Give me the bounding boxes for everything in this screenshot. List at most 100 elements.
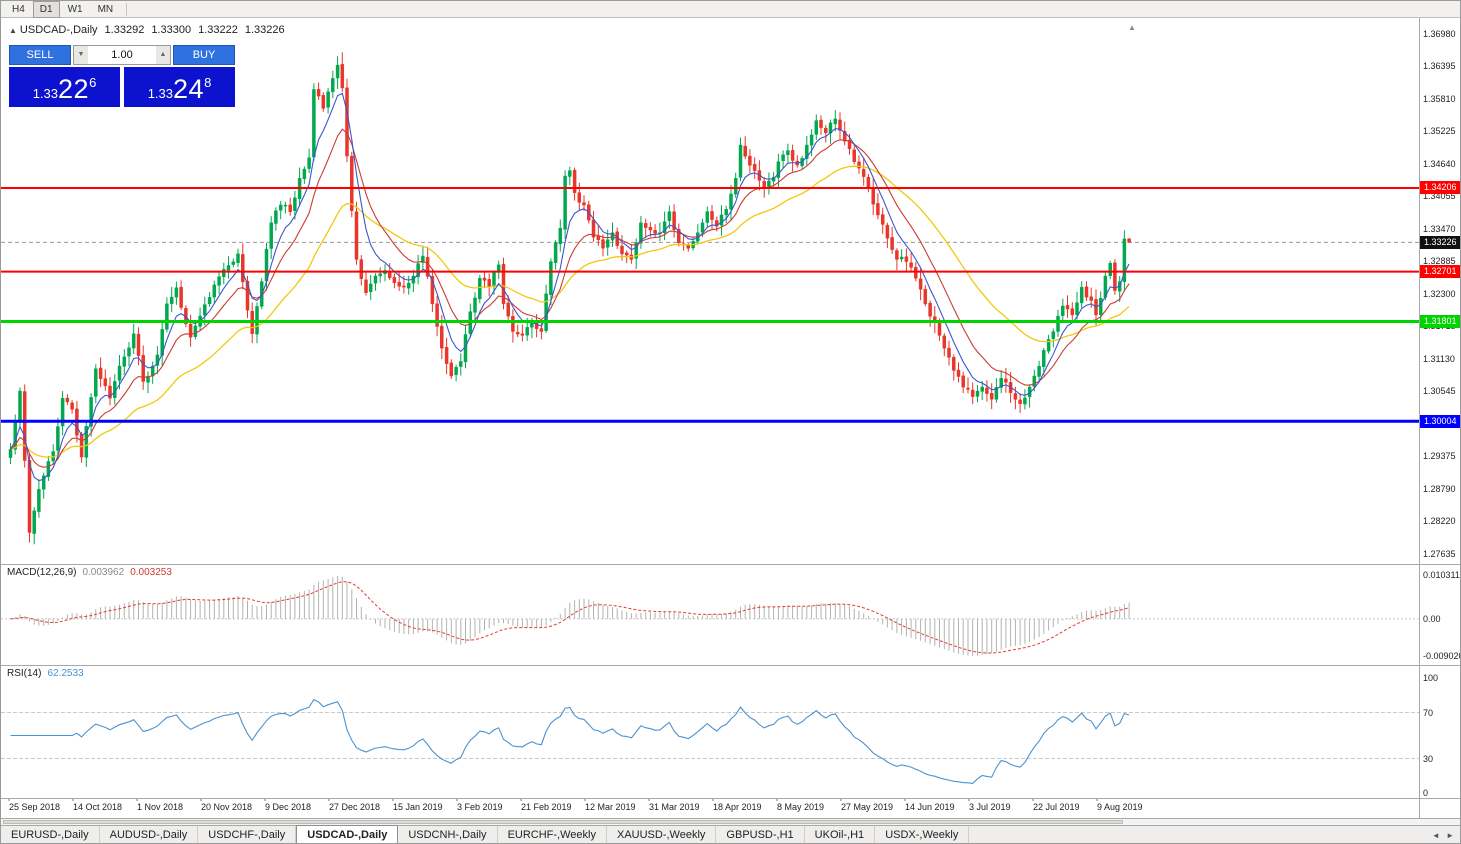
macd-axis-label: -0.0090203 — [1423, 651, 1460, 661]
buy-button[interactable]: BUY — [173, 45, 235, 65]
symbol-marker-icon: ▲ — [9, 26, 17, 35]
price-axis-label: 1.35810 — [1423, 94, 1456, 104]
date-axis-label: 9 Aug 2019 — [1097, 802, 1143, 812]
pane-separator-macd[interactable] — [1, 564, 1460, 565]
macd-header: MACD(12,26,9) 0.003962 0.003253 — [7, 567, 178, 578]
chart-hscrollbar-thumb[interactable] — [3, 820, 1123, 824]
ask-price-panel[interactable]: 1.33248 — [124, 67, 235, 107]
volume-field[interactable]: ▼ 1.00 ▲ — [73, 45, 171, 65]
period-button-d1[interactable]: D1 — [32, 1, 60, 18]
rsi-axis-label: 30 — [1423, 754, 1434, 764]
rsi-label: RSI(14) — [7, 668, 42, 679]
date-axis-label: 3 Feb 2019 — [457, 802, 503, 812]
tab-usdcad-daily[interactable]: USDCAD-,Daily — [296, 825, 399, 843]
tab-usdx-weekly[interactable]: USDX-,Weekly — [875, 826, 970, 843]
price-axis-label: 1.33470 — [1423, 224, 1456, 234]
rsi-value: 62.2533 — [47, 668, 84, 679]
main-chart-canvas[interactable] — [1, 1, 1419, 819]
bid-main-digits: 22 — [58, 74, 90, 104]
hline-price-tag: 1.34206 — [1420, 181, 1460, 194]
period-button-h4[interactable]: H4 — [12, 3, 25, 15]
price-axis-label: 1.30545 — [1423, 386, 1456, 396]
period-button-mn[interactable]: MN — [97, 3, 114, 15]
date-axis-label: 1 Nov 2018 — [137, 802, 184, 812]
rsi-header: RSI(14) 62.2533 — [7, 668, 90, 679]
macd-main-value: 0.003962 — [82, 567, 125, 578]
date-axis-label: 12 Mar 2019 — [585, 802, 636, 812]
macd-axis-label: 0.00 — [1423, 614, 1441, 624]
date-axis-label: 9 Dec 2018 — [265, 802, 312, 812]
rsi-axis-label: 100 — [1423, 673, 1439, 683]
date-axis-label: 27 May 2019 — [841, 802, 894, 812]
ohlc-low: 1.33222 — [198, 24, 238, 36]
date-axis-separator — [1, 798, 1460, 799]
macd-axis-label: 0.010311 — [1423, 570, 1460, 580]
ohlc-high: 1.33300 — [151, 24, 192, 36]
date-axis-label: 21 Feb 2019 — [521, 802, 572, 812]
hline-price-tag: 1.30004 — [1420, 415, 1460, 428]
price-axis-label: 1.36980 — [1423, 29, 1456, 39]
toolbar-separator — [126, 2, 128, 16]
date-axis-label: 8 May 2019 — [777, 802, 825, 812]
bid-price-panel[interactable]: 1.33226 — [9, 67, 120, 107]
price-axis-label: 1.34055 — [1423, 191, 1456, 201]
price-axis-label: 1.32885 — [1423, 256, 1456, 266]
chart-tab-bar: EURUSD-,Daily AUDUSD-,Daily USDCHF-,Daily U… — [1, 825, 1460, 843]
period-button-w1[interactable]: W1 — [67, 3, 83, 15]
date-axis-label: 31 Mar 2019 — [649, 802, 700, 812]
current-price-tag: 1.33226 — [1420, 236, 1460, 249]
date-axis-label: 18 Apr 2019 — [713, 802, 762, 812]
tab-gbpusd-h1[interactable]: GBPUSD-,H1 — [716, 826, 805, 843]
price-axis-label: 1.28220 — [1423, 516, 1456, 526]
tab-usdchf-daily[interactable]: USDCHF-,Daily — [198, 826, 297, 843]
rsi-axis-label: 70 — [1423, 708, 1434, 718]
tab-eurchf-weekly[interactable]: EURCHF-,Weekly — [498, 826, 607, 843]
rsi-axis-label: 0 — [1423, 788, 1429, 798]
volume-value[interactable]: 1.00 — [111, 49, 133, 61]
bid-pip-digit: 6 — [89, 75, 97, 90]
price-axis-separator[interactable] — [1419, 18, 1420, 818]
date-axis-label: 3 Jul 2019 — [969, 802, 1011, 812]
ask-main-digits: 24 — [173, 74, 205, 104]
symbol-title: USDCAD-,Daily — [19, 24, 98, 36]
price-axis-label: 1.28790 — [1423, 484, 1456, 494]
ohlc-open: 1.33292 — [104, 24, 145, 36]
date-axis-label: 20 Nov 2018 — [201, 802, 253, 812]
one-click-trade-panel: SELL ▼ 1.00 ▲ BUY 1.33226 1.33248 — [9, 45, 235, 107]
hline-price-tag: 1.31801 — [1420, 315, 1460, 328]
volume-down-button[interactable]: ▼ — [74, 46, 88, 64]
sell-button[interactable]: SELL — [9, 45, 71, 65]
date-axis-label: 25 Sep 2018 — [9, 802, 61, 812]
tab-eurusd-daily[interactable]: EURUSD-,Daily — [1, 826, 100, 843]
pane-separator-rsi[interactable] — [1, 665, 1460, 666]
volume-up-button[interactable]: ▲ — [156, 46, 170, 64]
tab-scroll-buttons: ◄ ► — [1420, 826, 1460, 843]
price-axis-label: 1.35225 — [1423, 126, 1456, 136]
tab-ukoil-h1[interactable]: UKOil-,H1 — [805, 826, 876, 843]
ohlc-close: 1.33226 — [244, 24, 285, 36]
price-axis-label: 1.29375 — [1423, 451, 1456, 461]
ask-pip-digit: 8 — [204, 75, 212, 90]
tab-scroll-right-icon[interactable]: ► — [1446, 831, 1454, 840]
date-axis-label: 22 Jul 2019 — [1033, 802, 1080, 812]
macd-signal-value: 0.003253 — [130, 567, 172, 578]
price-axis-label: 1.34640 — [1423, 159, 1456, 169]
chart-shift-marker-icon: ▲ — [1128, 23, 1136, 32]
tab-audusd-daily[interactable]: AUDUSD-,Daily — [100, 826, 199, 843]
tab-scroll-left-icon[interactable]: ◄ — [1431, 831, 1440, 840]
date-axis-label: 27 Dec 2018 — [329, 802, 381, 812]
bottom-separator — [1, 818, 1460, 819]
tab-xauusd-weekly[interactable]: XAUUSD-,Weekly — [607, 826, 717, 843]
date-axis-label: 15 Jan 2019 — [393, 802, 443, 812]
price-axis-label: 1.32300 — [1423, 289, 1456, 299]
tab-usdcnh-daily[interactable]: USDCNH-,Daily — [398, 826, 498, 843]
macd-label: MACD(12,26,9) — [7, 567, 77, 578]
date-axis-label: 14 Jun 2019 — [905, 802, 955, 812]
ask-prefix: 1.33 — [147, 86, 174, 101]
hline-price-tag: 1.32701 — [1420, 265, 1460, 278]
period-toolbar: H4 D1 W1 MN — [1, 1, 1460, 18]
price-axis-label: 1.31130 — [1423, 354, 1455, 364]
price-axis-label: 1.36395 — [1423, 61, 1456, 71]
chart-symbol-header: ▲ USDCAD-,Daily 1.33292 1.33300 1.33222 1.332… — [9, 24, 292, 36]
